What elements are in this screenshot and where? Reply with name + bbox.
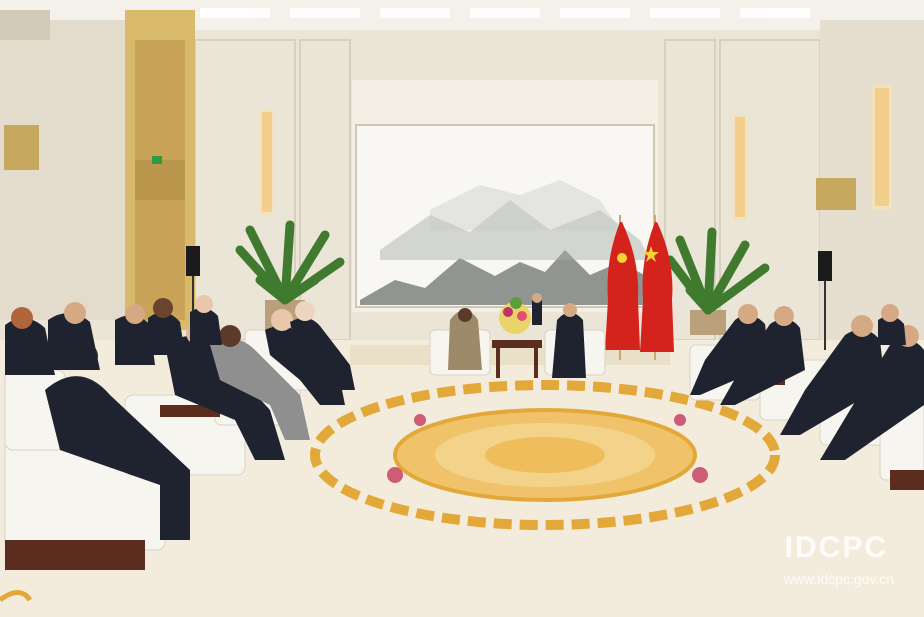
watermark-logo-text: IDCPC [784,531,888,564]
central-chairs [429,293,606,378]
painting-mountains [360,180,650,305]
watermark-url-text: www.idcpc.gov.cn [783,571,894,587]
wall-vent-left [4,125,39,170]
center-table-flowers [492,297,542,378]
speaker-right [818,251,832,350]
wall-vent-right [816,178,856,210]
exit-sign [152,156,162,164]
red-flags [605,215,674,360]
carpet-medallion [310,380,780,530]
ceiling-lights [200,8,810,18]
right-delegation [689,304,924,490]
potted-palm-right [665,227,770,335]
wall-sconce-lights [260,85,892,220]
left-delegation [4,295,355,570]
